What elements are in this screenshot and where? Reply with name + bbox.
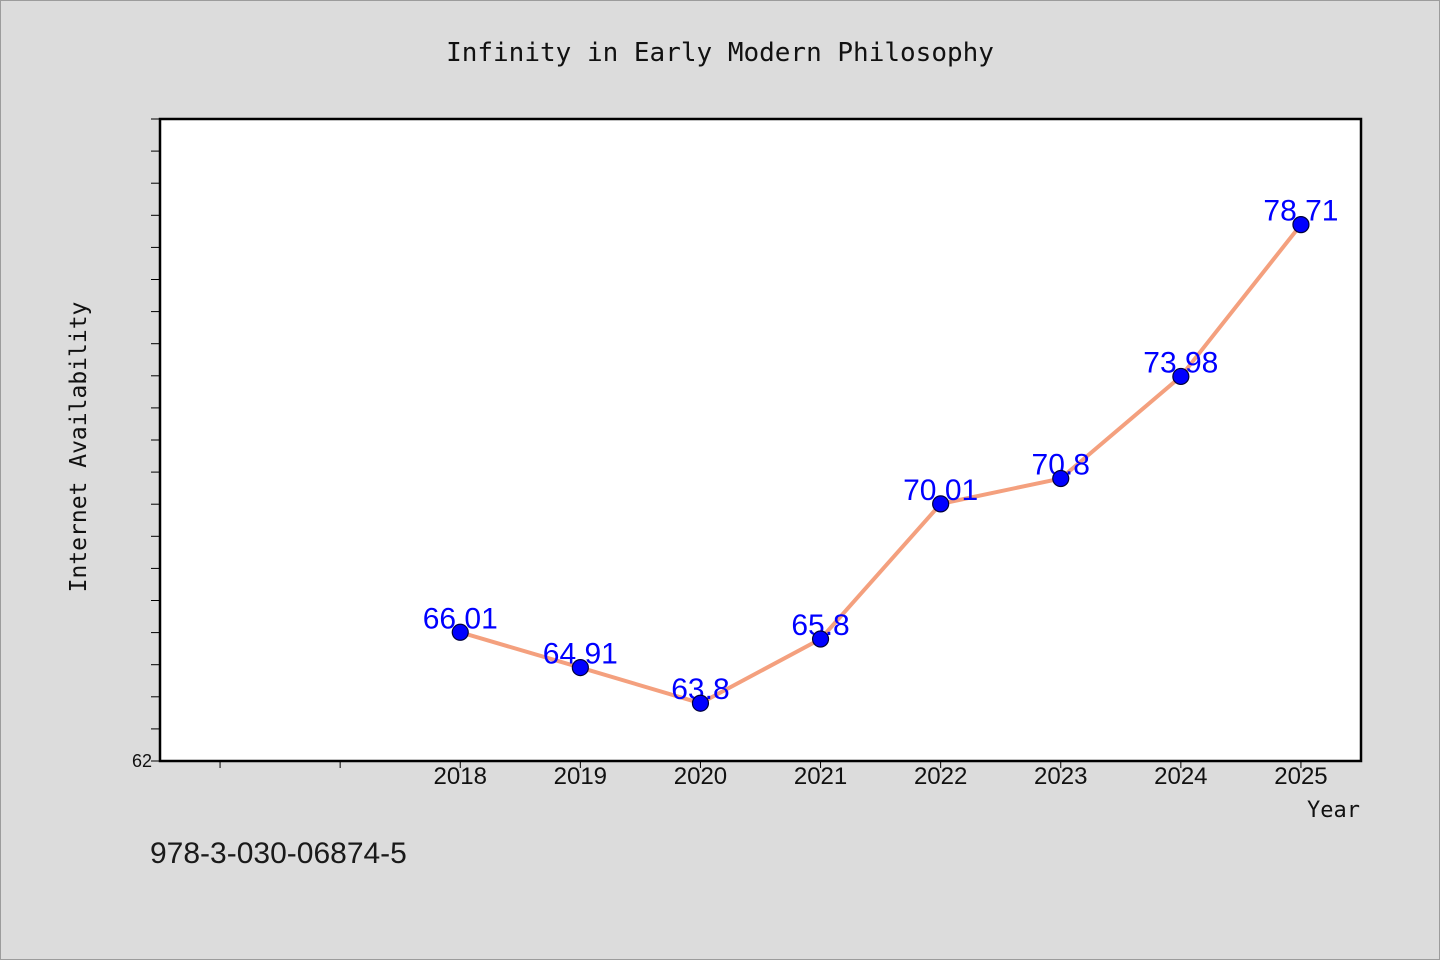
isbn-text: 978-3-030-06874-5 <box>150 837 407 870</box>
y-tick-label: 62 <box>132 751 152 771</box>
data-point-marker <box>811 630 830 648</box>
y-axis-label: Internet Availability <box>66 302 92 593</box>
data-point-marker <box>1292 216 1310 234</box>
data-point-marker <box>691 694 710 712</box>
chart-title: Infinity in Early Modern Philosophy <box>446 38 994 68</box>
x-tick-label: 2023 <box>1034 763 1087 790</box>
data-point-marker <box>571 658 589 677</box>
series-line <box>458 222 1303 706</box>
x-tick-label: 2021 <box>794 763 847 790</box>
plot-area <box>160 119 1361 761</box>
x-tick-label: 2025 <box>1274 763 1327 790</box>
data-point-marker <box>1172 367 1190 386</box>
x-axis-label: Year <box>1307 798 1360 823</box>
data-markers <box>451 216 1310 712</box>
x-tick-label: 2019 <box>554 763 607 790</box>
x-tick-label: 2020 <box>674 763 727 790</box>
axis-ticks: 62 2018 2019 2020 2021 2022 2023 2024 2025 <box>132 118 1328 790</box>
data-point-marker <box>932 495 950 513</box>
x-tick-label: 2018 <box>434 763 487 790</box>
plot-border <box>158 117 1363 763</box>
x-tick-label: 2022 <box>914 763 967 790</box>
x-tick-label: 2024 <box>1154 763 1207 790</box>
data-point-marker <box>1052 469 1070 488</box>
data-point-marker <box>451 623 469 641</box>
